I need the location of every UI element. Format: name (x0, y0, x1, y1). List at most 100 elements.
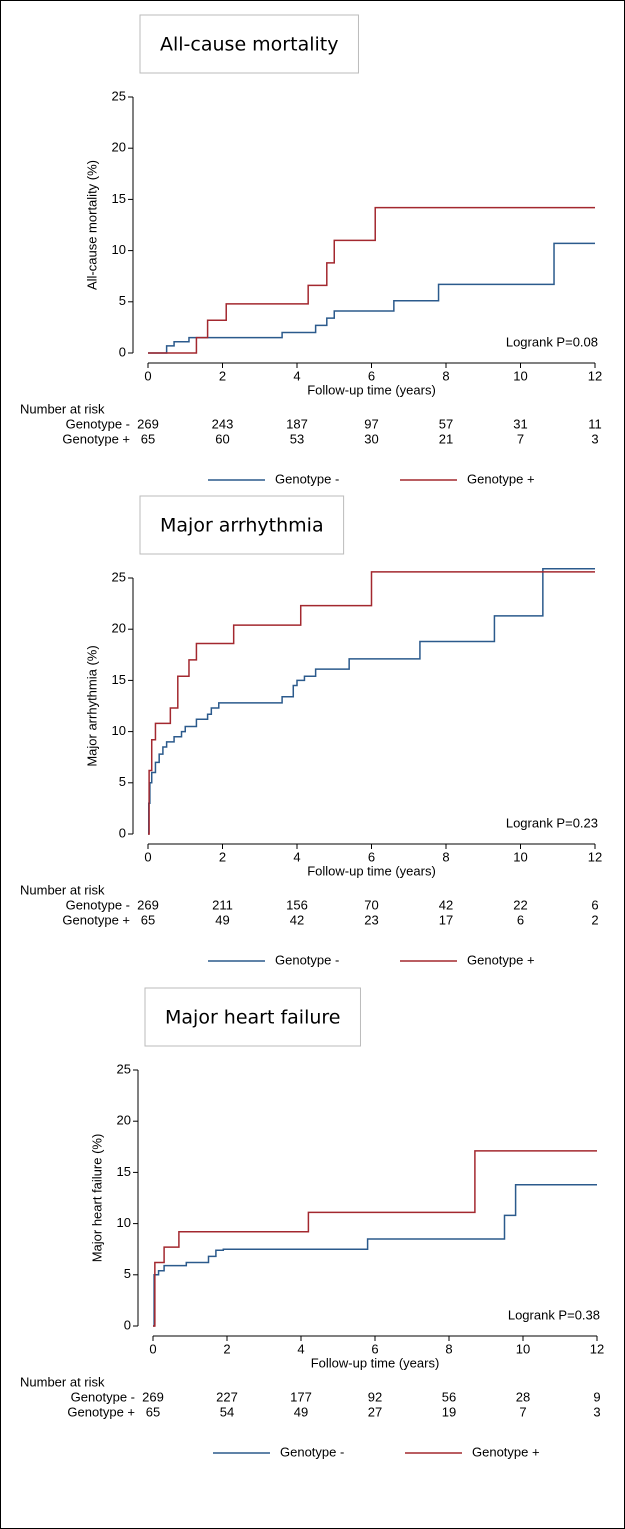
y-tick-label: 5 (124, 1266, 131, 1281)
risk-count: 60 (215, 431, 229, 446)
risk-count: 42 (290, 912, 304, 927)
risk-count: 56 (442, 1389, 456, 1404)
x-tick-label: 12 (588, 849, 602, 864)
x-tick-label: 2 (219, 849, 226, 864)
risk-count: 57 (439, 416, 453, 431)
y-tick-label: 25 (117, 1061, 131, 1076)
risk-count: 156 (286, 897, 308, 912)
risk-count: 2 (591, 912, 598, 927)
x-axis-label: Follow-up time (years) (307, 863, 436, 878)
x-tick-label: 10 (516, 1341, 530, 1356)
risk-count: 65 (141, 431, 155, 446)
risk-count: 30 (364, 431, 378, 446)
y-tick-label: 20 (112, 621, 126, 636)
x-tick-label: 12 (588, 368, 602, 383)
risk-title: Number at risk (20, 401, 105, 416)
risk-count: 65 (141, 912, 155, 927)
y-tick-label: 0 (124, 1317, 131, 1332)
risk-count: 177 (290, 1389, 312, 1404)
x-tick-label: 6 (368, 849, 375, 864)
x-tick-label: 8 (442, 368, 449, 383)
legend-label: Genotype - (280, 1444, 344, 1459)
x-tick-label: 12 (590, 1341, 604, 1356)
risk-count: 11 (588, 416, 602, 431)
risk-count: 269 (142, 1389, 164, 1404)
y-tick-label: 20 (112, 140, 126, 155)
x-tick-label: 4 (293, 368, 300, 383)
y-tick-label: 10 (112, 723, 126, 738)
risk-count: 6 (591, 897, 598, 912)
risk-count: 65 (146, 1404, 160, 1419)
risk-title: Number at risk (20, 1374, 105, 1389)
risk-count: 9 (593, 1389, 600, 1404)
risk-count: 7 (519, 1404, 526, 1419)
title-box (144, 987, 361, 1047)
y-tick-label: 0 (119, 344, 126, 359)
risk-row-label: Genotype + (67, 1404, 135, 1419)
risk-count: 269 (137, 416, 159, 431)
x-axis-label: Follow-up time (years) (311, 1355, 440, 1370)
legend-label: Genotype - (275, 952, 339, 967)
risk-count: 3 (591, 431, 598, 446)
risk-count: 19 (442, 1404, 456, 1419)
annotation: Logrank P=0.38 (508, 1307, 600, 1322)
x-tick-label: 8 (442, 849, 449, 864)
risk-count: 211 (212, 897, 233, 912)
km-curve (153, 1183, 597, 1327)
x-tick-label: 4 (293, 849, 300, 864)
risk-count: 70 (364, 897, 378, 912)
annotation: Logrank P=0.08 (506, 334, 598, 349)
x-tick-label: 6 (368, 368, 375, 383)
legend-label: Genotype + (472, 1444, 540, 1459)
x-tick-label: 0 (144, 368, 151, 383)
risk-count: 243 (212, 416, 234, 431)
risk-count: 3 (593, 1404, 600, 1419)
x-tick-label: 8 (445, 1341, 452, 1356)
risk-count: 7 (517, 431, 524, 446)
y-tick-label: 20 (117, 1113, 131, 1128)
legend-label: Genotype + (467, 471, 535, 486)
y-tick-label: 5 (119, 774, 126, 789)
x-tick-label: 6 (371, 1341, 378, 1356)
x-tick-label: 10 (513, 368, 527, 383)
risk-count: 28 (516, 1389, 530, 1404)
risk-count: 53 (290, 431, 304, 446)
risk-row-label: Genotype - (66, 897, 130, 912)
annotation: Logrank P=0.23 (506, 815, 598, 830)
chart-title: Major arrhythmia (160, 515, 324, 537)
x-tick-label: 0 (149, 1341, 156, 1356)
risk-row-label: Genotype - (71, 1389, 135, 1404)
title-box (139, 495, 345, 555)
y-tick-label: 5 (119, 293, 126, 308)
y-axis-label: Major heart failure (%) (89, 1134, 104, 1263)
y-tick-label: 0 (119, 825, 126, 840)
y-tick-label: 25 (112, 88, 126, 103)
risk-count: 21 (439, 431, 453, 446)
legend-label: Genotype - (275, 471, 339, 486)
risk-row-label: Genotype + (62, 431, 130, 446)
risk-count: 6 (517, 912, 524, 927)
risk-count: 27 (368, 1404, 382, 1419)
risk-count: 17 (439, 912, 453, 927)
risk-title: Number at risk (20, 882, 105, 897)
risk-count: 31 (513, 416, 527, 431)
risk-row-label: Genotype + (62, 912, 130, 927)
km-curve (147, 568, 595, 835)
y-axis-label: Major arrhythmia (%) (84, 645, 99, 766)
risk-count: 49 (294, 1404, 308, 1419)
x-axis-label: Follow-up time (years) (307, 382, 436, 397)
risk-count: 54 (220, 1404, 234, 1419)
x-tick-label: 2 (219, 368, 226, 383)
y-tick-label: 15 (117, 1164, 131, 1179)
chart-title: Major heart failure (165, 1007, 340, 1029)
risk-row-label: Genotype - (66, 416, 130, 431)
y-tick-label: 10 (117, 1215, 131, 1230)
risk-count: 92 (368, 1389, 382, 1404)
x-tick-label: 10 (513, 849, 527, 864)
y-tick-label: 15 (112, 191, 126, 206)
x-tick-label: 4 (297, 1341, 304, 1356)
risk-count: 22 (513, 897, 527, 912)
chart-title: All-cause mortality (160, 34, 338, 56)
risk-count: 187 (286, 416, 308, 431)
